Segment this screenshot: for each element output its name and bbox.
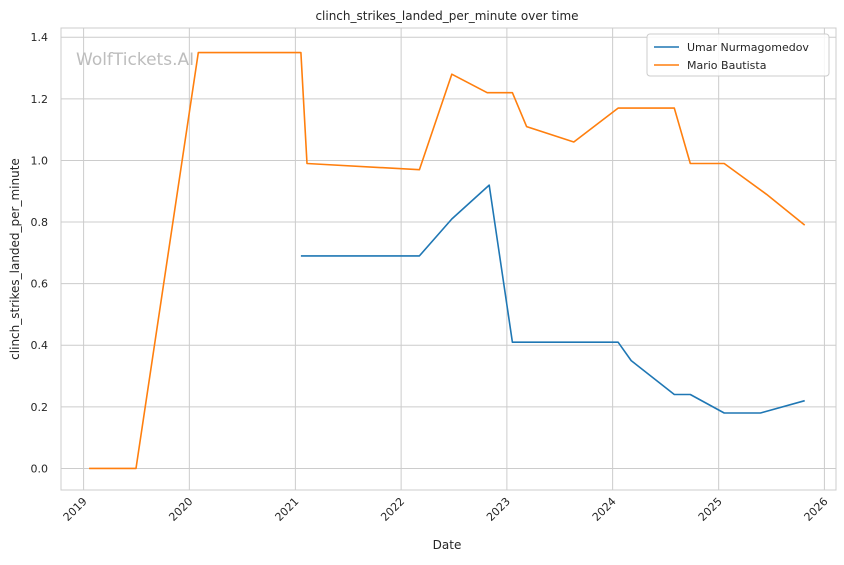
- y-tick-label: 1.0: [31, 154, 49, 167]
- watermark: WolfTickets.AI: [76, 50, 194, 70]
- legend-label-umar-nurmagomedov: Umar Nurmagomedov: [687, 41, 809, 54]
- y-tick-label: 0.8: [31, 216, 49, 229]
- series-line-umar-nurmagomedov: [300, 184, 805, 414]
- legend-box: [646, 33, 830, 77]
- legend-label-mario-bautista: Mario Bautista: [687, 59, 766, 72]
- legend: Umar Nurmagomedov Mario Bautista: [646, 33, 830, 77]
- y-tick-label: 0.2: [31, 401, 49, 414]
- y-tick-label: 0.0: [31, 462, 49, 475]
- y-tick-label: 0.4: [31, 339, 49, 352]
- y-tick-label: 1.4: [31, 31, 49, 44]
- series-line-mario-bautista: [89, 51, 806, 470]
- y-tick-label: 1.2: [31, 93, 49, 106]
- chart-title: clinch_strikes_landed_per_minute over ti…: [315, 9, 578, 23]
- y-tick-labels: 0.0 0.2 0.4 0.6 0.8 1.0 1.2 1.4: [31, 31, 49, 475]
- plot-frame: [60, 27, 837, 491]
- y-axis-label: clinch_strikes_landed_per_minute: [8, 158, 22, 360]
- x-axis-label: Date: [433, 538, 462, 552]
- y-tick-label: 0.6: [31, 278, 49, 291]
- series-lines: [89, 51, 806, 470]
